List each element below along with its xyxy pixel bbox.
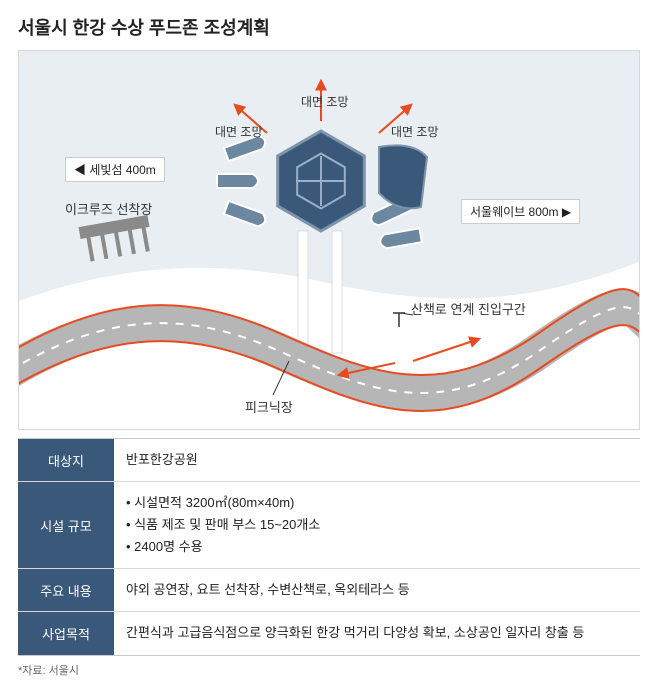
table-row-line: 식품 제조 및 판매 부스 15~20개소: [126, 514, 320, 536]
table-row-content: 야외 공연장, 요트 선착장, 수변산책로, 옥외테라스 등: [114, 569, 640, 611]
left-distance-marker: ◀ 세빛섬 400m: [65, 157, 165, 182]
table-row-line: 야외 공연장, 요트 선착장, 수변산책로, 옥외테라스 등: [126, 579, 410, 601]
table-row-line: 시설면적 3200㎡(80m×40m): [126, 492, 320, 514]
entrance-label: 산책로 연계 진입구간: [411, 299, 526, 318]
table-row-label: 대상지: [18, 439, 114, 481]
view-label-left: 대면 조망: [215, 123, 263, 140]
table-row-content: 간편식과 고급음식점으로 양극화된 한강 먹거리 다양성 확보, 소상공인 일자…: [114, 612, 640, 654]
table-row-content: 반포한강공원: [114, 439, 640, 481]
table-row-line: 2400명 수용: [126, 536, 320, 558]
table-row: 주요 내용 야외 공연장, 요트 선착장, 수변산책로, 옥외테라스 등: [18, 568, 640, 611]
table-row-label: 사업목적: [18, 612, 114, 654]
picnic-label: 피크닉장: [245, 397, 293, 416]
page-title: 서울시 한강 수상 푸드존 조성계획: [18, 14, 640, 40]
table-row-label: 시설 규모: [18, 482, 114, 568]
table-row-line: 반포한강공원: [126, 449, 198, 471]
right-distance-marker: 서울웨이브 800m ▶: [461, 199, 580, 224]
info-table: 대상지반포한강공원시설 규모시설면적 3200㎡(80m×40m)식품 제조 및…: [18, 438, 640, 656]
pier-label: 이크루즈 선착장: [65, 199, 152, 218]
view-label-top: 대면 조망: [301, 93, 349, 110]
source-text: *자료: 서울시: [18, 662, 640, 678]
table-row-label: 주요 내용: [18, 569, 114, 611]
plan-diagram: ◀ 세빛섬 400m 서울웨이브 800m ▶ 대면 조망 대면 조망 대면 조…: [18, 50, 640, 430]
view-label-right: 대면 조망: [391, 123, 439, 140]
table-row: 시설 규모시설면적 3200㎡(80m×40m)식품 제조 및 판매 부스 15…: [18, 481, 640, 568]
table-row-line: 간편식과 고급음식점으로 양극화된 한강 먹거리 다양성 확보, 소상공인 일자…: [126, 622, 584, 644]
table-row: 사업목적 간편식과 고급음식점으로 양극화된 한강 먹거리 다양성 확보, 소상공…: [18, 611, 640, 654]
table-row: 대상지 반포한강공원: [18, 439, 640, 481]
table-row-content: 시설면적 3200㎡(80m×40m)식품 제조 및 판매 부스 15~20개소…: [114, 482, 640, 568]
